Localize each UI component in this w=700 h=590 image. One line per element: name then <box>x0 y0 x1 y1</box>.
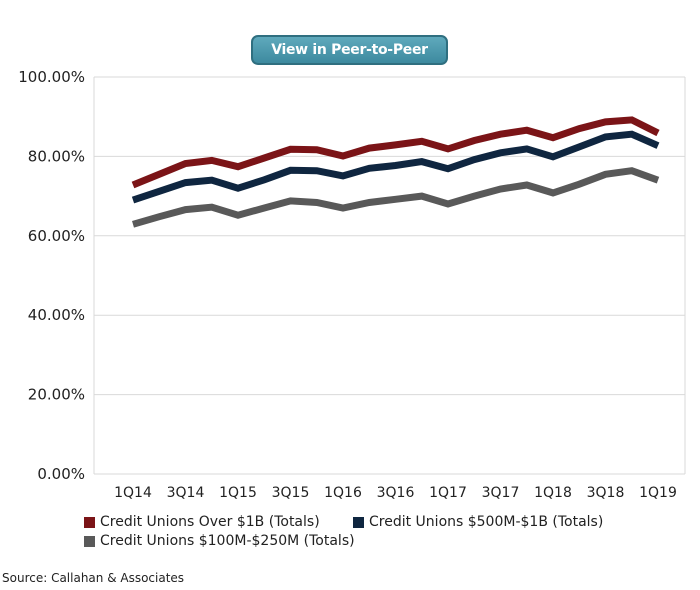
y-tick-label: 60.00% <box>28 227 85 245</box>
y-tick-label: 20.00% <box>28 386 85 404</box>
legend-item-100m-250m[interactable]: Credit Unions $100M-$250M (Totals) <box>84 533 355 549</box>
series-line <box>132 167 660 228</box>
line-chart: 100.00% 80.00% 60.00% 40.00% 20.00% 0.00% 1Q1… <box>18 68 686 501</box>
source-note: Source: Callahan & Associates <box>2 571 185 585</box>
view-in-peer-to-peer-button[interactable]: View in Peer-to-Peer <box>251 35 448 65</box>
legend-label: Credit Unions $500M-$1B (Totals) <box>369 514 604 530</box>
x-tick-label: 1Q16 <box>324 485 362 501</box>
x-tick-label: 1Q15 <box>219 485 257 501</box>
legend-item-over-1b[interactable]: Credit Unions Over $1B (Totals) <box>84 514 320 530</box>
x-tick-label: 3Q14 <box>167 485 205 501</box>
legend-label: Credit Unions Over $1B (Totals) <box>100 514 320 530</box>
x-tick-label: 3Q18 <box>587 485 625 501</box>
grid-lines <box>93 76 686 475</box>
x-tick-label: 1Q14 <box>114 485 152 501</box>
series-line <box>131 116 660 189</box>
x-tick-label: 3Q16 <box>377 485 415 501</box>
x-axis-ticks: 1Q14 3Q14 1Q15 3Q15 1Q16 3Q16 1Q17 3Q17 1Q18 3Q18… <box>114 485 677 501</box>
series-lines <box>131 116 660 228</box>
series-line <box>131 130 660 204</box>
legend-item-500m-1b[interactable]: Credit Unions $500M-$1B (Totals) <box>353 514 603 530</box>
legend-swatch <box>84 516 95 528</box>
legend-swatch <box>84 535 95 547</box>
y-tick-label: 40.00% <box>28 306 85 324</box>
x-tick-label: 3Q17 <box>482 485 520 501</box>
y-tick-label: 0.00% <box>37 465 85 483</box>
y-axis-ticks: 100.00% 80.00% 60.00% 40.00% 20.00% 0.00% <box>18 68 85 483</box>
x-tick-label: 1Q17 <box>429 485 467 501</box>
x-tick-label: 1Q18 <box>534 485 572 501</box>
legend-label: Credit Unions $100M-$250M (Totals) <box>100 533 355 549</box>
legend-swatch <box>353 516 364 528</box>
x-tick-label: 1Q19 <box>639 485 677 501</box>
y-tick-label: 80.00% <box>28 147 85 165</box>
x-tick-label: 3Q15 <box>272 485 310 501</box>
y-tick-label: 100.00% <box>18 68 85 86</box>
